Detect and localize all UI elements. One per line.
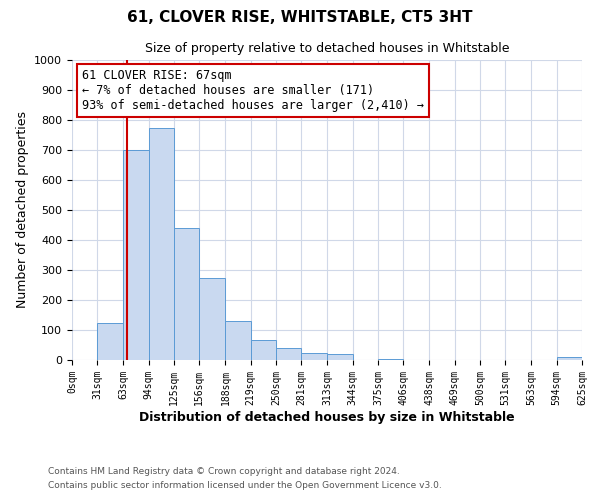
Bar [328, 354, 353, 360]
Text: Contains HM Land Registry data © Crown copyright and database right 2024.
Contai: Contains HM Land Registry data © Crown c… [48, 468, 442, 489]
Bar [301, 352, 328, 360]
X-axis label: Distribution of detached houses by size in Whitstable: Distribution of detached houses by size … [139, 410, 515, 424]
Title: Size of property relative to detached houses in Whitstable: Size of property relative to detached ho… [145, 42, 509, 54]
Text: 61 CLOVER RISE: 67sqm
← 7% of detached houses are smaller (171)
93% of semi-deta: 61 CLOVER RISE: 67sqm ← 7% of detached h… [82, 69, 424, 112]
Bar [226, 321, 251, 360]
Bar [97, 322, 124, 360]
Bar [378, 358, 403, 360]
Bar [199, 278, 226, 360]
Y-axis label: Number of detached properties: Number of detached properties [16, 112, 29, 308]
Bar [149, 128, 174, 360]
Bar [174, 228, 199, 360]
Text: 61, CLOVER RISE, WHITSTABLE, CT5 3HT: 61, CLOVER RISE, WHITSTABLE, CT5 3HT [127, 10, 473, 25]
Bar [251, 340, 276, 360]
Bar [276, 348, 301, 360]
Bar [557, 357, 582, 360]
Bar [124, 150, 149, 360]
